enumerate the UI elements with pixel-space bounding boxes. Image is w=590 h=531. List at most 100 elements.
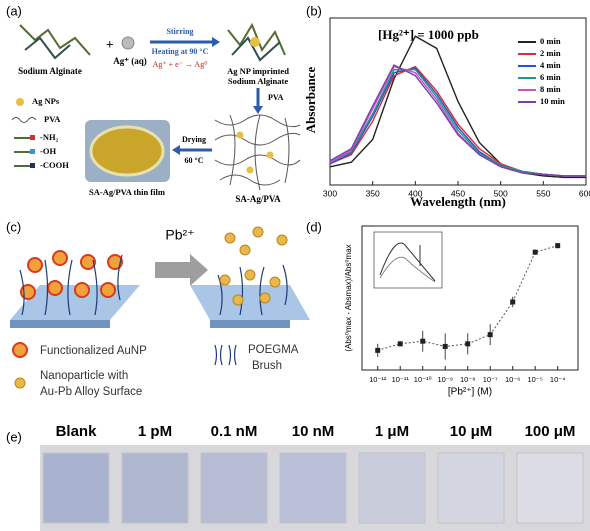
text: PVA (268, 93, 284, 102)
legend-label: 4 min (540, 60, 561, 70)
brushes (19, 254, 123, 316)
text: Brush (252, 360, 282, 372)
text: -NH₂ (40, 132, 59, 142)
connector (377, 245, 558, 351)
legend-icon (11, 117, 37, 123)
text: Ag NP imprinted (227, 66, 289, 76)
x-tick-label: 300 (323, 188, 337, 198)
text: Stirring (166, 27, 193, 36)
panel-c: (c) Pb²⁺ Functionalized AuNP Nanoparticl… (6, 219, 310, 398)
panel-d: (d) 10⁻¹² 10⁻¹¹ 10⁻¹⁰ 10⁻⁹ 10⁻⁸ 10⁻⁷ 10⁻⁶ 10⁻⁵ 10… (306, 219, 579, 398)
plus: + (106, 36, 114, 51)
plot-frame (361, 225, 579, 371)
x-axis-label: Wavelength (nm) (410, 194, 506, 209)
y-axis-label: (Abs⁰max - Absmax)/Abs⁰max (344, 244, 353, 351)
text: Ag⁺ (aq) (113, 56, 147, 66)
sample-label: 0.1 nM (211, 423, 258, 440)
x-tick-label: 400 (408, 188, 422, 198)
point (487, 332, 493, 338)
agnp (246, 166, 254, 174)
legend-label: 2 min (540, 48, 561, 58)
sample-label: 1 μM (375, 423, 409, 440)
text: PVA (44, 114, 61, 124)
legend-label: 0 min (540, 36, 561, 46)
x-tick-label: 600 (579, 188, 590, 198)
ag-ion (121, 36, 135, 50)
network (214, 114, 301, 191)
substrate (210, 320, 290, 328)
text: Heating at 90 °C (152, 47, 209, 56)
text: 60 °C (185, 156, 204, 165)
text: Drying (182, 135, 206, 144)
sample-label: 1 pM (138, 423, 172, 440)
panel-label: (a) (6, 3, 22, 18)
inset-curve (379, 242, 436, 282)
sample-square (121, 452, 189, 524)
series-line (329, 35, 586, 179)
substrate (10, 320, 110, 328)
sample-square (279, 452, 347, 524)
text: Au-Pb Alloy Surface (40, 386, 142, 398)
text: Ag⁺ + e⁻ → Ag⁰ (153, 60, 208, 69)
chain (24, 36, 71, 60)
x-tick-label: 10⁻¹⁰ (414, 375, 432, 384)
sample-square (437, 452, 505, 524)
x-axis-label: [Pb²⁺] (M) (448, 387, 492, 398)
legend-icon (30, 149, 35, 154)
text: SA-Ag/PVA (235, 194, 281, 204)
sample-label: 10 μM (450, 423, 493, 440)
text: -OH (40, 146, 56, 156)
text: POEGMA (248, 344, 299, 356)
agnp (266, 151, 274, 159)
legend-icon (12, 342, 28, 358)
panel-label: (b) (306, 3, 322, 18)
x-tick-label: 10⁻¹¹ (392, 375, 410, 384)
panel-label: (d) (306, 219, 322, 234)
text: SA-Ag/PVA thin film (89, 187, 165, 197)
panel-label: (e) (6, 429, 22, 444)
sample-square (516, 452, 584, 524)
sample-square (200, 452, 268, 524)
text: Pb²⁺ (165, 227, 194, 243)
x-tick-label: 450 (451, 188, 465, 198)
text: Sodium Alginate (18, 66, 82, 76)
chain (19, 24, 91, 56)
legend-label: 6 min (540, 72, 561, 82)
legend-label: 8 min (540, 84, 561, 94)
brushes (217, 264, 288, 316)
point (465, 341, 471, 347)
x-tick-label: 10⁻⁹ (437, 375, 453, 384)
legend-icon (214, 344, 237, 366)
text: Ag NPs (32, 96, 60, 106)
panel-label: (c) (6, 219, 21, 234)
x-tick-label: 10⁻⁵ (527, 375, 542, 384)
sample-label: Blank (56, 423, 98, 440)
text: -COOH (40, 160, 69, 170)
legend-label: 10 min (540, 96, 565, 106)
point (555, 243, 561, 249)
x-tick-label: 10⁻¹² (369, 375, 387, 384)
x-tick-label: 550 (536, 188, 550, 198)
x-tick-label: 10⁻⁴ (550, 375, 566, 384)
legend-icon (30, 163, 35, 168)
sample-label: 10 nM (292, 423, 335, 440)
x-tick-label: 500 (494, 188, 508, 198)
arrow-head (212, 37, 220, 47)
point (442, 343, 448, 349)
text: Nanoparticle with (40, 370, 128, 382)
legend-icon (16, 98, 24, 106)
x-tick-label: 350 (366, 188, 380, 198)
alloy-np-group (219, 226, 288, 306)
legend-icon (30, 135, 35, 140)
agnp (236, 131, 244, 139)
x-tick-label: 10⁻⁶ (505, 375, 520, 384)
annotation: [Hg²⁺] = 1000 ppb (378, 27, 479, 42)
arrow-head (172, 145, 180, 155)
sample-square (42, 452, 110, 524)
chain (231, 36, 281, 62)
panel-a: (a) Sodium Alginate + Ag⁺ (aq) Stirring … (6, 3, 301, 204)
legend-icon (14, 377, 26, 389)
point (510, 299, 516, 305)
arrow-head (253, 106, 263, 114)
